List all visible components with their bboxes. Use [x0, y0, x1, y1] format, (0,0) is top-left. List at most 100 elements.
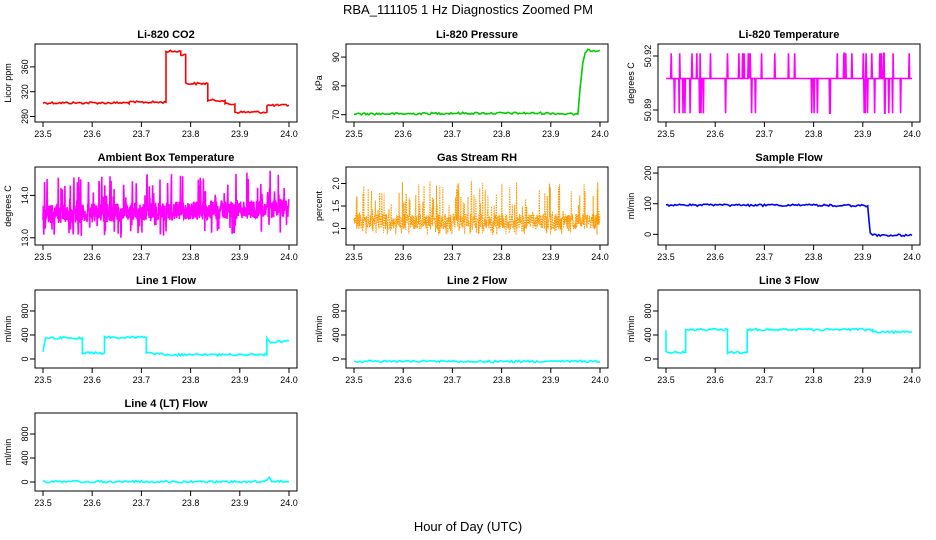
panel-title: Li-820 Temperature	[739, 29, 840, 41]
y-tick-label: 0	[20, 479, 30, 484]
panel-5: Sample Flow 23.5 23.6 23.7 23.8 23.9 24.0 0 100 2…	[626, 152, 921, 262]
panel-title: Line 4 (LT) Flow	[125, 398, 208, 410]
panel-title: Li-820 CO2	[137, 29, 194, 41]
plot-frame	[657, 289, 921, 369]
panel-7: Line 2 Flow 23.5 23.6 23.7 23.8 23.9 24.0 0 400 8…	[314, 275, 609, 385]
series-line	[665, 202, 913, 238]
x-tick-label: 23.6	[706, 129, 724, 139]
y-tick-label: 800	[643, 303, 653, 318]
x-tick-label: 24.0	[903, 252, 921, 262]
x-tick-label: 23.5	[34, 129, 52, 139]
y-axis-label: ml/min	[626, 193, 636, 220]
series-line	[42, 334, 290, 358]
panel-1: Li-820 Pressure 23.5 23.6 23.7 23.8 23.9 24.0 7…	[314, 29, 609, 139]
panel-title: Line 2 Flow	[447, 275, 507, 287]
panel-3: Ambient Box Temperature 23.5 23.6 23.7 23.8 2…	[3, 152, 298, 262]
x-tick-label: 23.7	[133, 129, 151, 139]
y-tick-label: 360	[20, 59, 30, 74]
x-tick-label: 23.6	[394, 129, 412, 139]
y-axis-label: ml/min	[3, 439, 13, 466]
x-tick-label: 23.6	[706, 252, 724, 262]
x-tick-label: 23.6	[394, 252, 412, 262]
x-tick-label: 23.8	[805, 252, 823, 262]
y-axis-label: kPa	[314, 75, 324, 91]
x-tick-label: 23.9	[231, 129, 249, 139]
x-tick-label: 24.0	[903, 375, 921, 385]
x-tick-label: 23.6	[83, 129, 101, 139]
x-tick-label: 24.0	[280, 375, 298, 385]
x-tick-label: 24.0	[591, 252, 609, 262]
x-tick-label: 24.0	[280, 129, 298, 139]
x-tick-label: 23.9	[854, 375, 872, 385]
x-tick-label: 23.5	[345, 252, 363, 262]
plot-frame	[345, 289, 609, 369]
x-tick-label: 23.6	[83, 375, 101, 385]
y-axis-label: ml/min	[314, 316, 324, 343]
y-axis-label: percent	[314, 190, 324, 221]
y-tick-label: 50.92	[643, 45, 653, 68]
x-tick-label: 23.8	[493, 252, 511, 262]
series-line	[353, 180, 601, 236]
x-tick-label: 23.9	[542, 375, 560, 385]
y-tick-label: 100	[643, 196, 653, 211]
x-tick-label: 23.5	[34, 498, 52, 508]
y-tick-label: 13.0	[20, 229, 30, 247]
plot-frame	[345, 43, 609, 123]
panel-8: Line 3 Flow 23.5 23.6 23.7 23.8 23.9 24.0 0 400 8…	[626, 275, 921, 385]
series-line	[665, 327, 913, 355]
panel-title: Ambient Box Temperature	[98, 152, 235, 164]
x-tick-label: 23.7	[133, 252, 151, 262]
panel-9: Line 4 (LT) Flow 23.5 23.6 23.7 23.8 23.9 24.0…	[3, 398, 298, 508]
x-tick-label: 24.0	[903, 129, 921, 139]
x-tick-label: 23.7	[756, 375, 774, 385]
panel-title: Gas Stream RH	[437, 152, 517, 164]
panel-title: Line 3 Flow	[759, 275, 819, 287]
x-tick-label: 23.7	[444, 375, 462, 385]
y-tick-label: 800	[20, 303, 30, 318]
y-tick-label: 70	[331, 110, 341, 120]
plot-frame	[345, 166, 609, 246]
y-tick-label: 90	[331, 52, 341, 62]
series-line	[42, 49, 290, 115]
plot-frame	[34, 166, 298, 246]
x-tick-label: 23.6	[706, 375, 724, 385]
x-tick-label: 23.8	[493, 375, 511, 385]
y-tick-label: 200	[643, 166, 653, 181]
series-line	[353, 359, 601, 364]
x-tick-label: 23.9	[231, 498, 249, 508]
x-tick-label: 23.9	[854, 129, 872, 139]
x-tick-label: 23.8	[182, 375, 200, 385]
x-tick-label: 23.9	[854, 252, 872, 262]
x-tick-label: 23.7	[756, 129, 774, 139]
plot-frame	[657, 166, 921, 246]
x-tick-label: 23.8	[182, 498, 200, 508]
plot-frame	[34, 43, 298, 123]
panel-4: Gas Stream RH 23.5 23.6 23.7 23.8 23.9 24.0 1.0…	[314, 152, 609, 262]
y-tick-label: 800	[331, 303, 341, 318]
x-tick-label: 23.7	[133, 498, 151, 508]
x-tick-label: 24.0	[591, 129, 609, 139]
panel-6: Line 1 Flow 23.5 23.6 23.7 23.8 23.9 24.0 0 400 8…	[3, 275, 298, 385]
y-axis-label: ml/min	[3, 316, 13, 343]
y-tick-label: 50.89	[643, 99, 653, 122]
plot-frame	[34, 289, 298, 369]
panel-title: Li-820 Pressure	[436, 29, 518, 41]
y-tick-label: 14.0	[20, 187, 30, 205]
y-tick-label: 400	[643, 327, 653, 342]
x-tick-label: 23.9	[542, 129, 560, 139]
x-tick-label: 24.0	[280, 252, 298, 262]
x-tick-label: 23.5	[345, 129, 363, 139]
plot-frame	[34, 412, 298, 492]
x-tick-label: 23.8	[182, 129, 200, 139]
x-tick-label: 23.5	[34, 252, 52, 262]
panel-2: Li-820 Temperature 23.5 23.6 23.7 23.8 23.9 24…	[626, 29, 921, 139]
x-tick-label: 23.7	[444, 252, 462, 262]
y-tick-label: 800	[20, 426, 30, 441]
series-line	[666, 52, 912, 114]
y-tick-label: 320	[20, 84, 30, 99]
y-tick-label: 400	[20, 327, 30, 342]
x-tick-label: 24.0	[280, 498, 298, 508]
y-axis-label: Licor ppm	[3, 63, 13, 103]
y-tick-label: 400	[331, 327, 341, 342]
x-tick-label: 23.6	[394, 375, 412, 385]
